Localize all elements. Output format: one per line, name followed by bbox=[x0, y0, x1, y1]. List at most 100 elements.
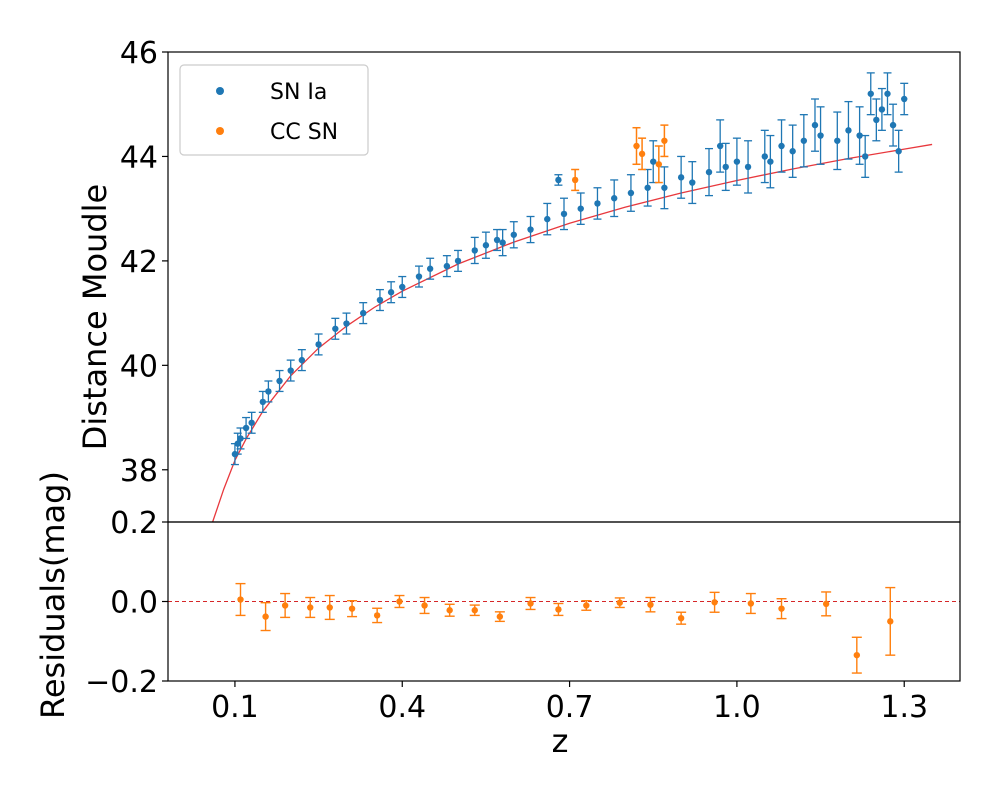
res-y-tick-label: 0.2 bbox=[110, 506, 158, 541]
sn-ia-point bbox=[872, 98, 881, 142]
sn-ia-point bbox=[810, 98, 819, 152]
sn-ia-point bbox=[799, 114, 808, 168]
sn-ia-point bbox=[359, 302, 368, 325]
sn-ia-point bbox=[242, 416, 251, 440]
sn-ia-point bbox=[877, 87, 886, 131]
residual-point bbox=[885, 586, 896, 656]
sn-ia-point bbox=[560, 197, 568, 231]
residual-point bbox=[709, 591, 720, 613]
sn-ia-point bbox=[375, 288, 384, 312]
sn-ia-point bbox=[643, 168, 652, 207]
main-y-axis-label: Distance Moudle bbox=[76, 184, 114, 450]
sn-ia-point bbox=[493, 228, 502, 252]
residual-point bbox=[469, 604, 480, 617]
sn-ia-point bbox=[861, 134, 870, 178]
sn-ia-point bbox=[900, 82, 909, 116]
x-tick-label: 0.1 bbox=[211, 690, 259, 725]
sn-ia-point bbox=[883, 72, 892, 116]
sn-ia-point bbox=[286, 359, 295, 382]
sn-ia-point bbox=[732, 137, 741, 186]
residual-point bbox=[494, 611, 505, 623]
residual-point bbox=[553, 602, 564, 617]
legend-marker-cc-sn bbox=[216, 127, 224, 135]
sn-ia-point bbox=[264, 380, 273, 403]
x-axis-label: z bbox=[552, 722, 569, 760]
sn-ia-point bbox=[498, 228, 507, 257]
y-tick-label: 46 bbox=[120, 36, 158, 71]
cc-sn-point bbox=[632, 126, 641, 166]
x-tick-label: 1.3 bbox=[880, 690, 928, 725]
residual-point bbox=[347, 600, 358, 618]
residual-point bbox=[372, 607, 383, 624]
legend-label-cc-sn: CC SN bbox=[270, 120, 338, 145]
x-tick-label: 0.4 bbox=[378, 690, 426, 725]
sn-ia-point bbox=[526, 215, 535, 244]
sn-ia-point bbox=[788, 124, 797, 178]
sn-ia-point bbox=[414, 265, 423, 288]
sn-ia-point bbox=[766, 134, 775, 189]
legend: SN Ia CC SN bbox=[179, 64, 369, 156]
legend-marker-sn-ia bbox=[216, 87, 224, 95]
residual-point bbox=[419, 596, 430, 615]
residual-point bbox=[776, 598, 787, 620]
cc-sn-point bbox=[638, 137, 647, 171]
sn-ia-point bbox=[855, 106, 864, 165]
sn-ia-point bbox=[688, 161, 697, 205]
sn-ia-point bbox=[610, 179, 619, 218]
residual-point bbox=[305, 596, 316, 619]
residual-point bbox=[444, 603, 455, 617]
sn-ia-point bbox=[677, 155, 686, 199]
x-ticks: 0.1 0.4 0.7 1.0 1.3 bbox=[211, 681, 928, 725]
residual-point bbox=[324, 594, 335, 621]
sn-ia-point bbox=[297, 349, 306, 372]
sn-ia-point bbox=[247, 411, 256, 434]
residual-point bbox=[235, 582, 246, 617]
sn-ia-point bbox=[626, 174, 635, 212]
residual-point bbox=[821, 591, 832, 617]
sn-ia-point bbox=[387, 281, 396, 304]
y-tick-label: 38 bbox=[120, 454, 158, 489]
residual-point bbox=[645, 596, 656, 613]
res-y-tick-label: −0.2 bbox=[85, 665, 158, 700]
residual-point bbox=[280, 592, 291, 619]
x-tick-label: 0.7 bbox=[546, 690, 594, 725]
residual-point bbox=[260, 601, 271, 632]
sn-ia-point bbox=[889, 103, 898, 147]
y-tick-label: 42 bbox=[120, 245, 158, 280]
sn-ia-point bbox=[331, 317, 340, 340]
sn-ia-point bbox=[454, 249, 463, 272]
main-y-ticks: 38 40 42 44 46 bbox=[120, 36, 168, 489]
sn-ia-point bbox=[866, 72, 875, 116]
residual-point bbox=[745, 592, 756, 615]
sn-ia-point bbox=[593, 187, 602, 220]
residual-point bbox=[676, 611, 687, 625]
legend-box bbox=[179, 64, 369, 156]
sn-ia-point bbox=[716, 119, 725, 173]
sn-ia-point bbox=[844, 100, 853, 160]
sn-ia-point bbox=[258, 390, 267, 413]
sn-ia-point bbox=[816, 106, 825, 165]
residual-points-layer bbox=[235, 582, 896, 674]
cc-sn-point bbox=[571, 168, 580, 192]
y-tick-label: 40 bbox=[120, 349, 158, 384]
residual-point bbox=[394, 594, 405, 609]
sn-ia-point bbox=[426, 257, 435, 280]
cc-sn-point bbox=[654, 145, 663, 184]
residual-y-axis-label: Residuals(mag) bbox=[34, 471, 72, 719]
sn-ia-point bbox=[721, 142, 730, 192]
x-tick-label: 1.0 bbox=[713, 690, 761, 725]
y-tick-label: 44 bbox=[120, 140, 158, 175]
sn-ia-point bbox=[275, 369, 284, 393]
residual-point bbox=[851, 636, 862, 674]
sn-ia-point bbox=[760, 129, 769, 184]
sn-ia-point bbox=[833, 111, 842, 171]
sn-ia-point bbox=[554, 174, 563, 186]
residual-y-ticks: −0.2 0.0 0.2 bbox=[85, 506, 168, 700]
sn-ia-point bbox=[744, 140, 753, 194]
main-panel: 38 40 42 44 46 Distance Moudle SN Ia CC SN bbox=[76, 36, 961, 523]
residual-point bbox=[525, 596, 536, 611]
cc-sn-point bbox=[660, 124, 669, 158]
sn-ia-point bbox=[705, 147, 714, 197]
sn-ia-point bbox=[342, 312, 351, 335]
sn-ia-point bbox=[481, 231, 490, 259]
